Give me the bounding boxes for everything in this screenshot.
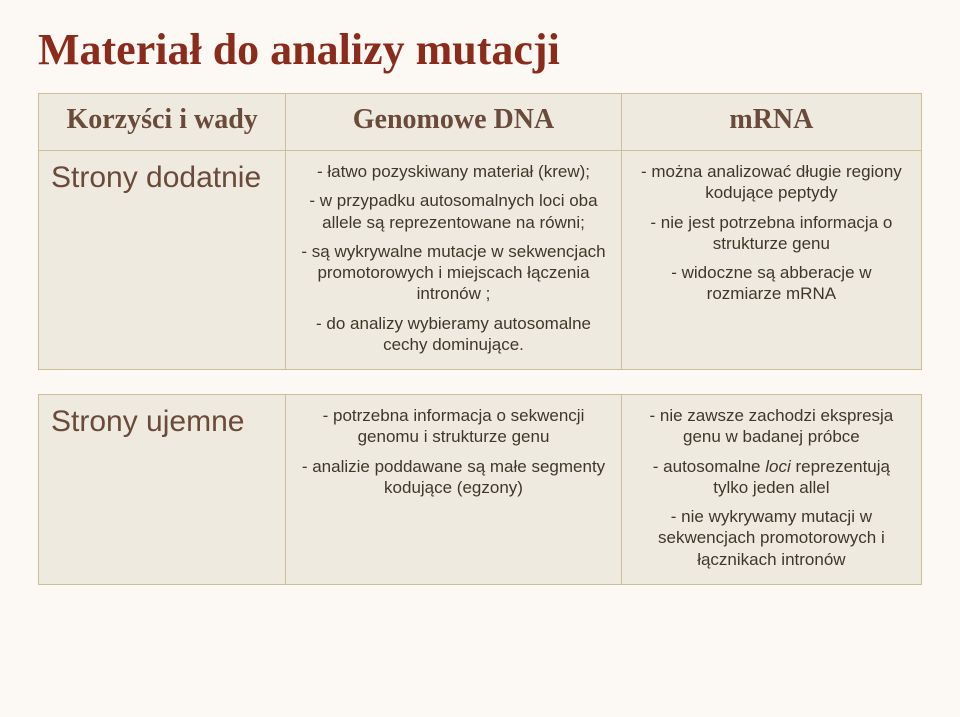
table-row-negative: Strony ujemne - potrzebna informacja o s… [39,395,922,585]
list-item: - w przypadku autosomalnych loci oba all… [298,190,609,233]
list-item: - łatwo pozyskiwany materiał (krew); [298,161,609,182]
slide: Materiał do analizy mutacji Korzyści i w… [0,0,960,717]
row-positive-col1: - łatwo pozyskiwany materiał (krew); - w… [286,151,622,370]
list-item: - do analizy wybieramy autosomalne cechy… [298,313,609,356]
row-positive-col2: - można analizować długie regiony kodują… [621,151,921,370]
header-col2: mRNA [621,94,921,151]
comparison-table-top: Korzyści i wady Genomowe DNA mRNA Strony… [38,93,922,370]
list-item: - potrzebna informacja o sekwencji genom… [298,405,609,448]
list-item: - nie wykrywamy mutacji w sekwencjach pr… [634,506,909,570]
row-negative-col1: - potrzebna informacja o sekwencji genom… [286,395,622,585]
header-col0: Korzyści i wady [39,94,286,151]
list-item: - są wykrywalne mutacje w sekwencjach pr… [298,241,609,305]
cell-list: - potrzebna informacja o sekwencji genom… [298,405,609,498]
comparison-table-bottom: Strony ujemne - potrzebna informacja o s… [38,394,922,585]
list-item: - można analizować długie regiony kodują… [634,161,909,204]
list-item: - nie zawsze zachodzi ekspresja genu w b… [634,405,909,448]
cell-list: - nie zawsze zachodzi ekspresja genu w b… [634,405,909,570]
list-item: - nie jest potrzebna informacja o strukt… [634,212,909,255]
table-header-row: Korzyści i wady Genomowe DNA mRNA [39,94,922,151]
table-row-positive: Strony dodatnie - łatwo pozyskiwany mate… [39,151,922,370]
list-item-loci: - autosomalne loci reprezentują tylko je… [634,456,909,499]
cell-list: - łatwo pozyskiwany materiał (krew); - w… [298,161,609,355]
table-gap [38,370,922,394]
row-negative-col2: - nie zawsze zachodzi ekspresja genu w b… [621,395,921,585]
list-item: - analizie poddawane są małe segmenty ko… [298,456,609,499]
header-col1: Genomowe DNA [286,94,622,151]
list-item: - widoczne są abberacje w rozmiarze mRNA [634,262,909,305]
cell-list: - można analizować długie regiony kodują… [634,161,909,305]
row-negative-label: Strony ujemne [39,395,286,585]
row-positive-label: Strony dodatnie [39,151,286,370]
page-title: Materiał do analizy mutacji [38,24,922,75]
